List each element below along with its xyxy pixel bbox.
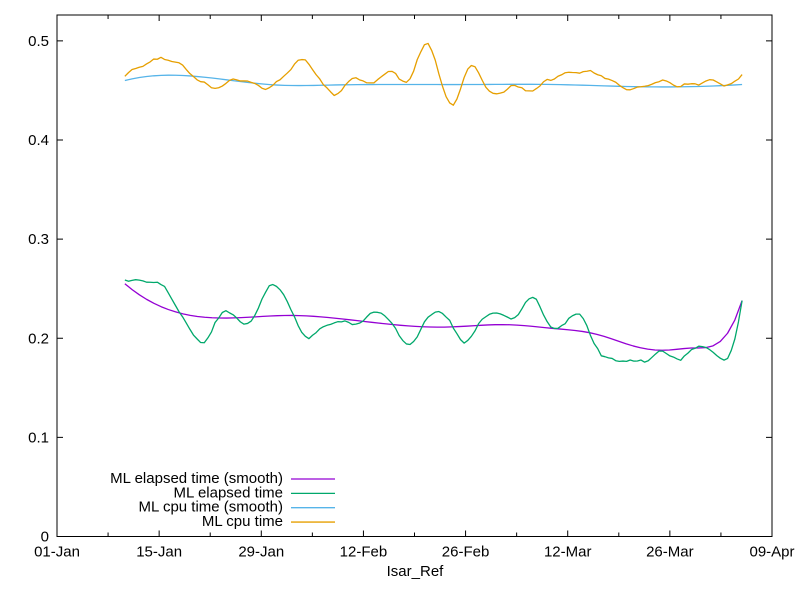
svg-text:ML cpu time: ML cpu time bbox=[202, 513, 283, 530]
svg-text:26-Mar: 26-Mar bbox=[646, 544, 694, 561]
svg-text:0.3: 0.3 bbox=[28, 231, 49, 248]
svg-text:0.2: 0.2 bbox=[28, 330, 49, 347]
svg-text:12-Feb: 12-Feb bbox=[340, 544, 388, 561]
svg-text:0.1: 0.1 bbox=[28, 429, 49, 446]
svg-text:0.5: 0.5 bbox=[28, 33, 49, 50]
svg-text:09-Apr: 09-Apr bbox=[749, 544, 794, 561]
svg-text:29-Jan: 29-Jan bbox=[238, 544, 284, 561]
svg-text:01-Jan: 01-Jan bbox=[34, 544, 80, 561]
svg-text:0.4: 0.4 bbox=[28, 132, 49, 149]
svg-text:Isar_Ref: Isar_Ref bbox=[387, 563, 445, 580]
svg-text:15-Jan: 15-Jan bbox=[136, 544, 182, 561]
svg-text:26-Feb: 26-Feb bbox=[442, 544, 490, 561]
svg-text:12-Mar: 12-Mar bbox=[544, 544, 592, 561]
